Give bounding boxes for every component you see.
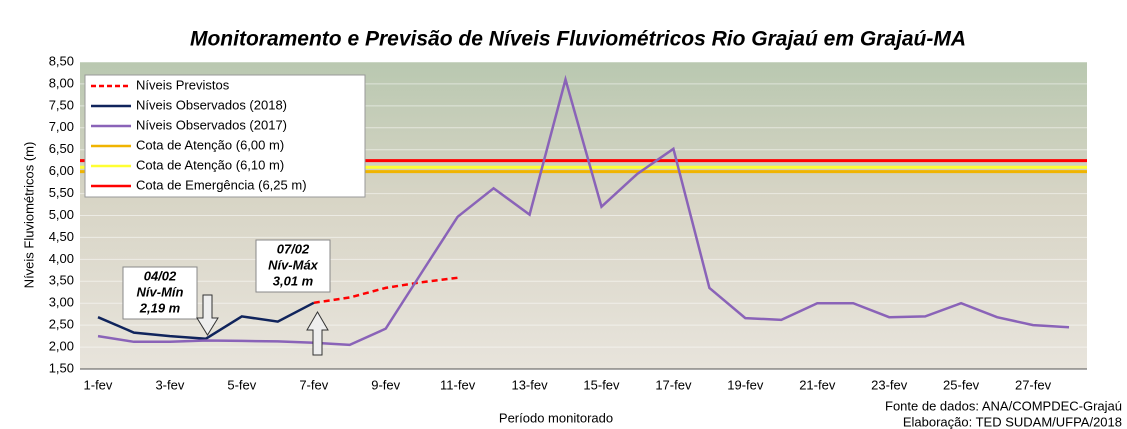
y-tick-label: 2,50: [49, 317, 74, 332]
credit: Elaboração: TED SUDAM/UFPA/2018: [903, 414, 1122, 429]
x-tick-label: 23-fev: [871, 377, 908, 392]
annotation-box: [122, 266, 198, 320]
y-tick-label: 7,00: [49, 119, 74, 134]
legend-box: [84, 74, 366, 198]
y-tick-label: 5,50: [49, 185, 74, 200]
y-axis-label: Níveis Fluviométricos (m): [21, 142, 36, 289]
x-tick-label: 11-fev: [440, 377, 476, 392]
x-tick-label: 13-fev: [511, 377, 548, 392]
y-tick-label: 1,50: [49, 360, 74, 375]
x-tick-label: 5-fev: [227, 377, 256, 392]
y-tick-label: 8,50: [49, 53, 74, 68]
legend-label: Níveis Observados (2017): [136, 117, 287, 132]
annotation-value: 3,01 m: [273, 273, 314, 288]
x-tick-label: 1-fev: [84, 377, 113, 392]
annotation-box: [255, 239, 331, 293]
arrow-down: [196, 294, 219, 336]
annotation-date: 04/02: [144, 268, 177, 283]
x-tick-label: 19-fev: [727, 377, 764, 392]
x-tick-label: 15-fev: [583, 377, 620, 392]
arrow-up: [306, 311, 329, 356]
x-axis-label: Período monitorado: [499, 410, 613, 425]
x-tick-label: 17-fev: [655, 377, 692, 392]
y-tick-label: 6,50: [49, 141, 74, 156]
y-tick-label: 7,50: [49, 97, 74, 112]
y-tick-label: 4,50: [49, 229, 74, 244]
x-tick-label: 7-fev: [299, 377, 328, 392]
legend-label: Cota de Atenção (6,00 m): [136, 137, 284, 152]
series-line: [97, 301, 315, 340]
y-tick-label: 2,00: [49, 339, 74, 354]
chart-title: Monitoramento e Previsão de Níveis Fluvi…: [190, 28, 966, 51]
legend-label: Cota de Emergência (6,25 m): [136, 177, 307, 192]
annotation-min: 04/02 Nív-Mín 2,19 m: [122, 266, 219, 336]
legend-label: Níveis Observados (2018): [136, 97, 287, 112]
series-line: [97, 74, 1070, 347]
y-tick-label: 3,00: [49, 295, 74, 310]
legend-label: Níveis Previstos: [136, 77, 230, 92]
x-tick-label: 9-fev: [371, 377, 400, 392]
x-tick-label: 3-fev: [155, 377, 184, 392]
y-tick-label: 3,50: [49, 273, 74, 288]
source: Fonte de dados: ANA/COMPDEC-Grajaú: [885, 398, 1122, 413]
annotation-label: Nív-Mín: [137, 284, 184, 299]
y-tick-label: 8,00: [49, 75, 74, 90]
x-tick-label: 21-fev: [799, 377, 836, 392]
annotation-label: Nív-Máx: [268, 257, 319, 272]
legend: Níveis Previstos Níveis Observados (2018)…: [84, 74, 366, 198]
y-tick-label: 5,00: [49, 207, 74, 222]
y-tick-label: 4,00: [49, 251, 74, 266]
x-tick-label: 25-fev: [943, 377, 980, 392]
annotation-date: 07/02: [277, 241, 310, 256]
annotation-max: 07/02 Nív-Máx 3,01 m: [255, 239, 331, 356]
series-line: [313, 276, 458, 305]
legend-label: Cota de Atenção (6,10 m): [136, 157, 284, 172]
annotation-value: 2,19 m: [139, 300, 181, 315]
x-tick-label: 27-fev: [1015, 377, 1052, 392]
y-tick-label: 6,00: [49, 163, 74, 178]
